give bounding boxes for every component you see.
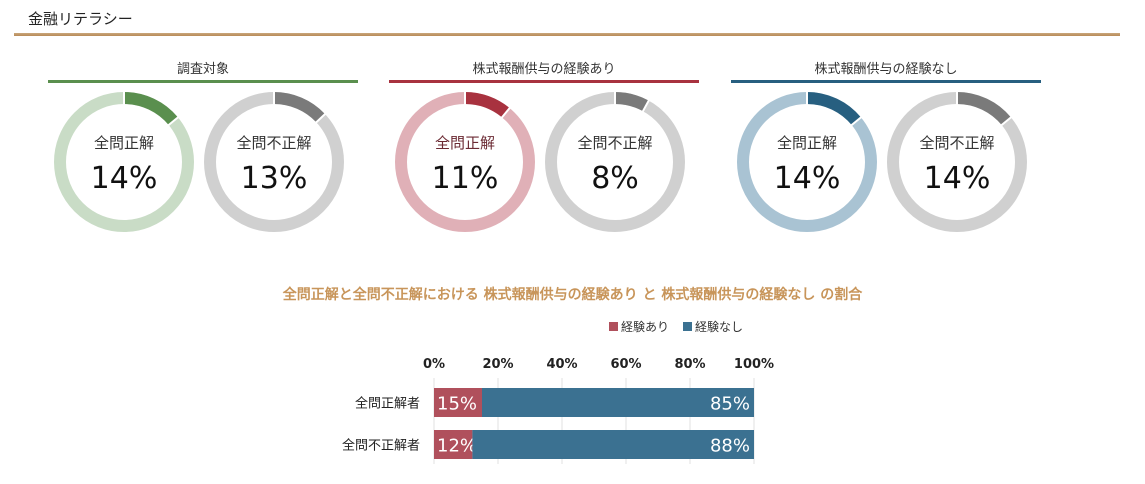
donut-label: 全問正解 — [94, 134, 154, 152]
donut-separator — [1000, 115, 1013, 127]
bar-data-label: 12% — [437, 436, 477, 457]
donut-value: 14% — [91, 161, 158, 196]
group-inexperienced: 株式報酬供与の経験なし — [731, 62, 1041, 83]
category-label: 全問不正解者 — [342, 438, 420, 454]
bar-data-label: 88% — [710, 436, 750, 457]
bar-inexperienced — [472, 430, 754, 459]
donut-segment — [273, 92, 326, 123]
bar-data-label: 15% — [437, 394, 477, 415]
x-tick-label: 0% — [423, 357, 445, 372]
donut-green-correct: 全問正解 14% — [54, 91, 194, 232]
donut-separator — [850, 115, 863, 127]
group-title: 調査対象 — [176, 62, 229, 77]
group-experienced: 株式報酬供与の経験あり — [389, 62, 699, 83]
chart-title: 全問正解と全問不正解における 株式報酬供与の経験あり と 株式報酬供与の経験なし… — [282, 287, 863, 303]
group-title: 株式報酬供与の経験あり — [472, 62, 616, 77]
category-label: 全問正解者 — [355, 396, 420, 412]
donut-segment — [956, 92, 1011, 126]
donut-separator — [167, 115, 180, 127]
donut-label: 全問正解 — [435, 134, 495, 152]
title-rule — [14, 33, 1120, 36]
group-rule — [731, 80, 1041, 83]
donut-value: 14% — [774, 161, 841, 196]
legend-label: 経験あり — [621, 319, 669, 334]
legend-label: 経験なし — [695, 319, 743, 334]
bar-data-label: 85% — [710, 394, 750, 415]
x-tick-label: 100% — [734, 357, 774, 372]
donut-value: 11% — [432, 161, 499, 196]
x-tick-label: 40% — [546, 357, 577, 372]
x-tick-label: 60% — [610, 357, 641, 372]
donut-value: 8% — [591, 161, 639, 196]
group-title: 株式報酬供与の経験なし — [814, 62, 958, 77]
legend-swatch — [609, 322, 618, 331]
legend-swatch — [683, 322, 692, 331]
donut-separator — [500, 106, 512, 119]
donut-segment — [614, 92, 649, 112]
donut-charts: 全問正解14%全問不正解13%全問正解11%全問不正解8%全問正解14%全問不正… — [54, 91, 1027, 232]
donut-value: 13% — [241, 161, 308, 196]
donut-label: 全問正解 — [777, 134, 837, 152]
bar-experienced — [434, 430, 473, 459]
bar-experienced — [434, 388, 482, 417]
group-survey: 調査対象 — [48, 62, 358, 83]
donut-blue-incorrect: 全問不正解 14% — [887, 91, 1027, 232]
legend: 経験あり 経験なし — [609, 319, 743, 334]
donut-segment — [806, 92, 861, 126]
donut-separator — [641, 99, 651, 113]
donut-green-incorrect: 全問不正解 13% — [204, 91, 344, 232]
donut-value: 14% — [924, 161, 991, 196]
donut-segment — [123, 92, 178, 126]
donut-blue-correct: 全問正解 14% — [737, 91, 877, 232]
x-tick-label: 80% — [674, 357, 705, 372]
donut-segment — [464, 92, 510, 118]
donut-red-correct: 全問正解 11% — [395, 91, 535, 232]
bar-inexperienced — [482, 388, 754, 417]
group-rule — [389, 80, 699, 83]
donut-label: 全問不正解 — [919, 134, 994, 152]
x-tick-label: 20% — [482, 357, 513, 372]
donut-label: 全問不正解 — [236, 134, 311, 152]
donut-separator — [314, 112, 327, 124]
group-rule — [48, 80, 358, 83]
donut-red-incorrect: 全問不正解 8% — [545, 91, 685, 232]
donut-label: 全問不正解 — [577, 134, 652, 152]
page-title: 金融リテラシー — [28, 10, 133, 28]
